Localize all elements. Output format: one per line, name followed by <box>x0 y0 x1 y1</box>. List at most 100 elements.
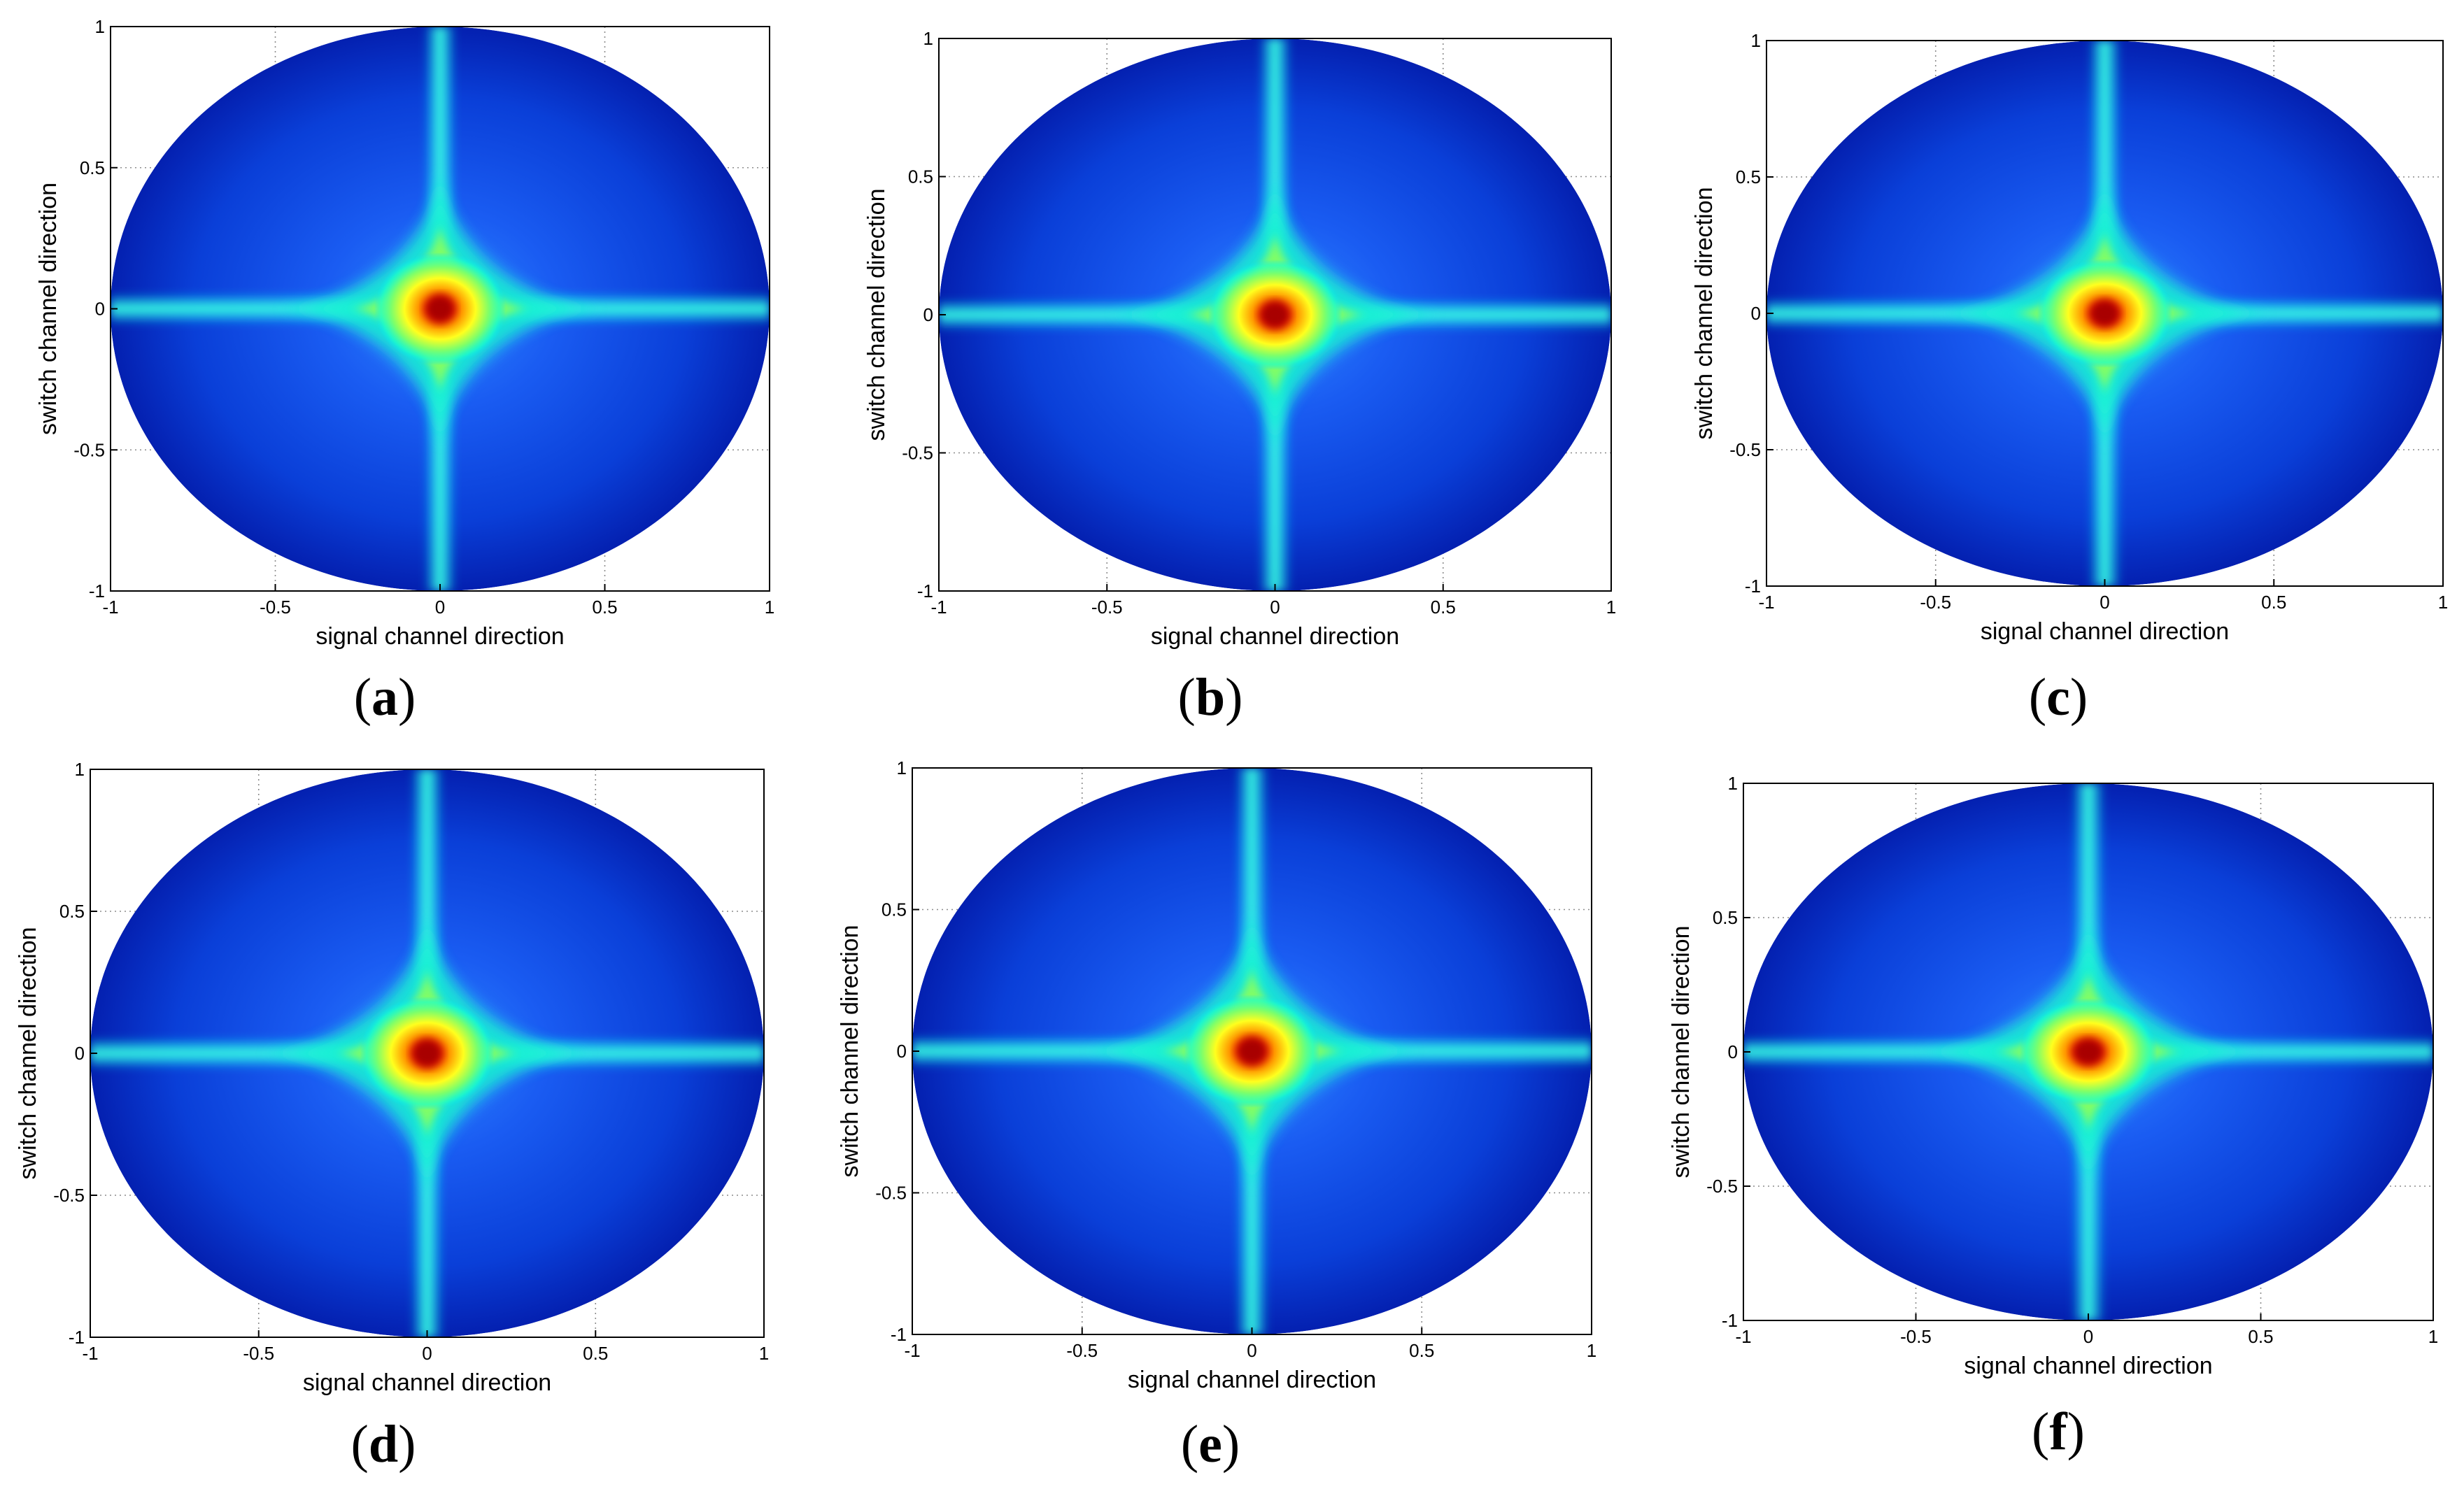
y-tick-label: 0 <box>923 304 933 325</box>
y-tick-label: -0.5 <box>73 439 105 460</box>
y-tick-label: -1 <box>69 1327 85 1348</box>
x-tick-label: 1 <box>759 1343 769 1364</box>
x-tick-label: -1 <box>102 597 118 618</box>
panel-b: -1 -0.5 0 0.5 1 -1 -0.5 0 0.5 1 signal channel dir… <box>863 28 1616 727</box>
y-axis-label: switch channel direction <box>1668 926 1694 1178</box>
x-tick-label: -0.5 <box>1091 597 1123 618</box>
panel-letter: f <box>2049 1402 2068 1461</box>
x-tick-label: -0.5 <box>1900 1326 1932 1347</box>
x-tick-label: 0.5 <box>1431 597 1456 618</box>
x-tick-label: -1 <box>82 1343 98 1364</box>
heatmap-field <box>912 768 1592 1334</box>
x-axis-label: signal channel direction <box>1964 1353 2212 1379</box>
panel-d: -1 -0.5 0 0.5 1 -1 -0.5 0 0.5 1 signal channel dir… <box>15 759 769 1474</box>
y-tick-label: 0.5 <box>80 157 105 178</box>
x-axis-label: signal channel direction <box>1128 1367 1376 1393</box>
y-axis-label: switch channel direction <box>15 927 41 1180</box>
x-tick-label: 0 <box>435 597 445 618</box>
x-tick-label: 0 <box>2100 592 2109 613</box>
x-tick-label: 1 <box>1606 597 1616 618</box>
x-tick-label: -1 <box>1758 592 1774 613</box>
y-axis-label: switch channel direction <box>1691 187 1718 440</box>
ticks: -1 -0.5 0 0.5 1 -1 -0.5 0 0.5 1 <box>1729 30 2448 613</box>
x-tick-label: 1 <box>2438 592 2448 613</box>
x-tick-label: 1 <box>1587 1340 1596 1361</box>
y-tick-label: -1 <box>89 580 105 601</box>
y-tick-label: 0 <box>75 1043 85 1064</box>
y-tick-label: 0 <box>1728 1041 1738 1062</box>
y-tick-label: 1 <box>1751 30 1761 51</box>
y-tick-label: -0.5 <box>1729 439 1761 460</box>
y-tick-label: 1 <box>1728 773 1738 794</box>
y-tick-label: 0.5 <box>59 901 85 922</box>
x-axis-label: signal channel direction <box>303 1369 551 1396</box>
y-tick-label: -0.5 <box>875 1183 907 1204</box>
y-tick-label: -0.5 <box>902 443 933 464</box>
x-tick-label: 0 <box>1247 1340 1256 1361</box>
x-axis-label: signal channel direction <box>1151 623 1399 650</box>
y-tick-label: 0.5 <box>1736 166 1761 187</box>
x-tick-label: 0.5 <box>592 597 617 618</box>
panel-letter: a <box>371 668 398 727</box>
panel-label: (d) <box>351 1415 416 1474</box>
y-tick-label: 0 <box>897 1041 907 1062</box>
panel-letter: d <box>369 1415 398 1474</box>
x-tick-label: 0 <box>1270 597 1280 618</box>
heatmap-peak <box>425 294 455 323</box>
x-tick-label: 0.5 <box>2248 1326 2273 1347</box>
x-tick-label: -0.5 <box>243 1343 274 1364</box>
y-tick-label: -0.5 <box>53 1185 85 1206</box>
x-tick-label: 0 <box>422 1343 432 1364</box>
x-tick-label: -1 <box>904 1340 920 1361</box>
panel-label: (a) <box>354 668 416 727</box>
y-tick-label: 0.5 <box>881 899 907 920</box>
y-tick-label: -1 <box>1722 1310 1738 1331</box>
x-tick-label: 0 <box>2083 1326 2093 1347</box>
panel-letter: b <box>1196 668 1225 727</box>
x-axis-label: signal channel direction <box>1981 618 2229 645</box>
y-tick-label: -0.5 <box>1706 1176 1738 1197</box>
x-tick-label: -1 <box>930 597 947 618</box>
ticks: -1 -0.5 0 0.5 1 -1 -0.5 0 0.5 1 <box>875 757 1596 1361</box>
x-tick-label: -0.5 <box>1066 1340 1098 1361</box>
heatmap-field <box>90 769 764 1337</box>
panel-c: -1 -0.5 0 0.5 1 -1 -0.5 0 0.5 1 signal channel dir… <box>1691 30 2448 727</box>
x-tick-label: 0.5 <box>1409 1340 1434 1361</box>
x-tick-label: 0.5 <box>583 1343 608 1364</box>
x-tick-label: -0.5 <box>1920 592 1951 613</box>
panel-letter: c <box>2046 668 2070 727</box>
y-axis-label: switch channel direction <box>35 183 62 435</box>
y-tick-label: 0.5 <box>908 166 933 187</box>
x-tick-label: -1 <box>1735 1326 1751 1347</box>
heatmap-field <box>1743 783 2433 1320</box>
y-tick-label: -1 <box>1745 576 1761 597</box>
ticks: -1 -0.5 0 0.5 1 -1 -0.5 0 0.5 1 <box>902 28 1616 618</box>
panel-label: (f) <box>2032 1402 2085 1461</box>
ticks: -1 -0.5 0 0.5 1 -1 -0.5 0 0.5 1 <box>1706 773 2438 1347</box>
panel-label: (b) <box>1178 668 1243 727</box>
y-tick-label: 1 <box>95 16 105 37</box>
y-tick-label: -1 <box>891 1324 907 1345</box>
x-axis-label: signal channel direction <box>316 623 564 650</box>
y-axis-label: switch channel direction <box>863 189 890 441</box>
heatmap-field <box>939 38 1611 591</box>
panel-label: (c) <box>2029 668 2088 727</box>
y-tick-label: 0 <box>1751 303 1761 324</box>
y-tick-label: 1 <box>75 759 85 780</box>
panel-letter: e <box>1198 1415 1222 1474</box>
y-tick-label: 0.5 <box>1713 907 1738 928</box>
heatmap-field <box>1766 41 2443 586</box>
heatmap-peak <box>2072 1038 2104 1066</box>
ticks: -1 -0.5 0 0.5 1 -1 -0.5 0 0.5 1 <box>73 16 774 618</box>
x-tick-label: 0.5 <box>2261 592 2286 613</box>
panel-a: -1 -0.5 0 0.5 1 -1 -0.5 0 0.5 1 signal channel dir… <box>35 16 774 727</box>
heatmap-peak <box>1259 301 1291 329</box>
ticks: -1 -0.5 0 0.5 1 -1 -0.5 0 0.5 1 <box>53 759 769 1364</box>
x-tick-label: 1 <box>2428 1326 2438 1347</box>
panel-label: (e) <box>1181 1415 1240 1474</box>
panel-f: -1 -0.5 0 0.5 1 -1 -0.5 0 0.5 1 signal channel dir… <box>1668 773 2438 1461</box>
panel-e: -1 -0.5 0 0.5 1 -1 -0.5 0 0.5 1 signal channel dir… <box>837 757 1596 1474</box>
x-tick-label: 1 <box>765 597 774 618</box>
heatmap-peak <box>411 1039 443 1068</box>
